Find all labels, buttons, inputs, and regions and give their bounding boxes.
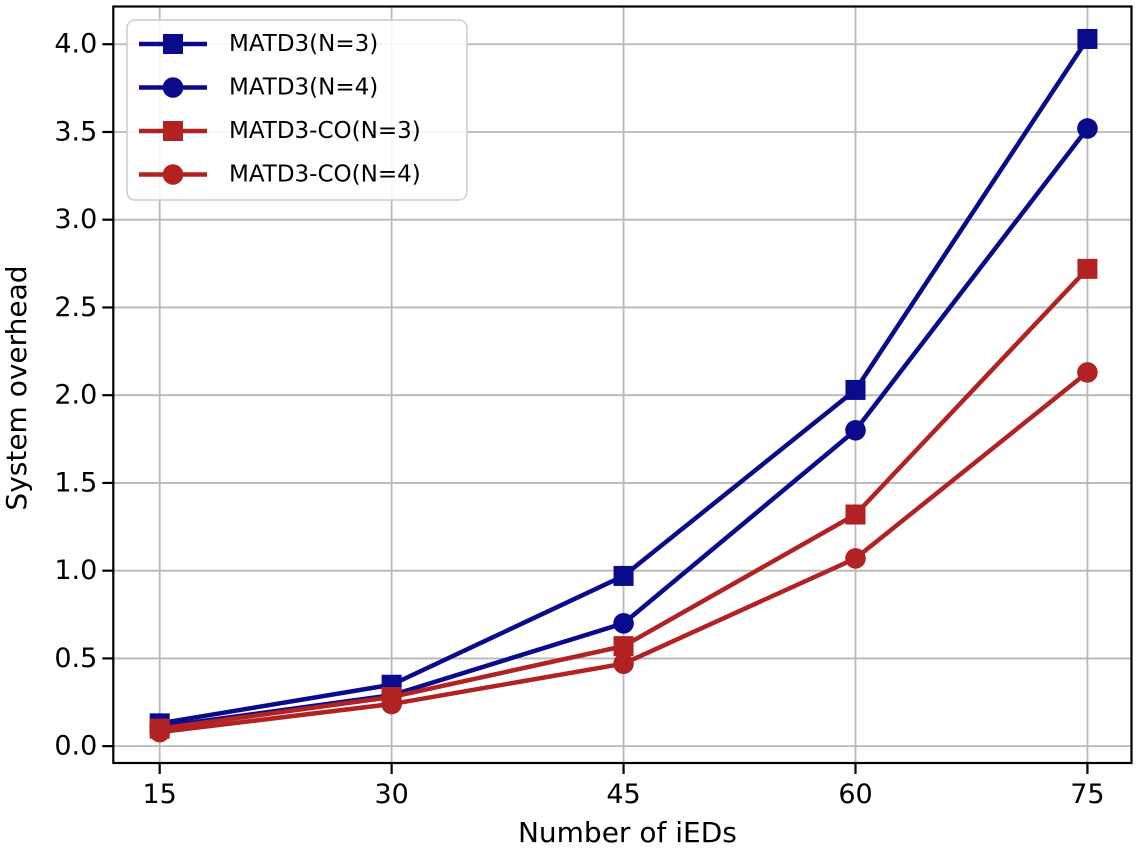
series-2-point-3 bbox=[845, 504, 866, 525]
series-3-point-4 bbox=[1077, 362, 1098, 383]
y-tick-label-0: 0.0 bbox=[54, 731, 97, 762]
y-tick-label-2: 1.0 bbox=[54, 555, 97, 586]
series-2-point-2 bbox=[613, 636, 634, 657]
x-tick-label-3: 60 bbox=[838, 779, 872, 810]
series-2-point-4 bbox=[1077, 258, 1098, 279]
legend: MATD3(N=3) MATD3(N=4) MATD3-CO(N=3) MATD3-C… bbox=[126, 19, 468, 201]
x-tick-label-4: 75 bbox=[1070, 779, 1104, 810]
x-tick-label-1: 30 bbox=[374, 779, 408, 810]
series-3-point-0 bbox=[149, 721, 170, 743]
legend-marker-0 bbox=[163, 34, 183, 54]
legend-label-3: MATD3-CO(N=4) bbox=[229, 162, 421, 188]
x-tick-label-2: 45 bbox=[606, 779, 640, 810]
series-3-point-1 bbox=[381, 693, 402, 715]
y-tick-label-3: 1.5 bbox=[54, 467, 97, 498]
legend-entry-3: MATD3-CO(N=4) bbox=[139, 162, 421, 188]
series-3-point-3 bbox=[845, 548, 866, 569]
series-1-point-4 bbox=[1077, 118, 1098, 139]
series-0-point-4 bbox=[1077, 28, 1098, 49]
y-tick-label-6: 3.0 bbox=[54, 204, 97, 235]
legend-label-2: MATD3-CO(N=3) bbox=[229, 118, 421, 144]
legend-marker-2 bbox=[163, 121, 183, 141]
series-3-point-2 bbox=[613, 653, 634, 674]
legend-entry-1: MATD3(N=4) bbox=[139, 75, 378, 101]
y-tick-label-7: 3.5 bbox=[54, 116, 97, 147]
legend-label-0: MATD3(N=3) bbox=[229, 31, 378, 57]
y-tick-label-4: 2.0 bbox=[54, 380, 97, 411]
series-1-point-2 bbox=[613, 613, 634, 634]
series-1-point-3 bbox=[845, 419, 866, 441]
series-0-point-3 bbox=[845, 379, 866, 400]
legend-label-1: MATD3(N=4) bbox=[229, 75, 378, 101]
x-tick-label-0: 15 bbox=[143, 779, 177, 810]
y-tick-label-5: 2.5 bbox=[54, 292, 97, 323]
legend-entry-0: MATD3(N=3) bbox=[139, 31, 378, 57]
legend-marker-3 bbox=[162, 164, 184, 185]
y-tick-label-1: 0.5 bbox=[54, 643, 97, 674]
y-tick-label-8: 4.0 bbox=[54, 29, 97, 60]
plot-border bbox=[112, 5, 1133, 765]
series-0-point-2 bbox=[613, 565, 634, 586]
x-axis-label: Number of iEDs bbox=[518, 816, 737, 849]
legend-box bbox=[126, 19, 468, 201]
y-axis-label: System overhead bbox=[0, 265, 33, 510]
series-3 bbox=[149, 362, 1098, 743]
legend-marker-1 bbox=[162, 77, 184, 98]
legend-entry-2: MATD3-CO(N=3) bbox=[139, 118, 421, 144]
